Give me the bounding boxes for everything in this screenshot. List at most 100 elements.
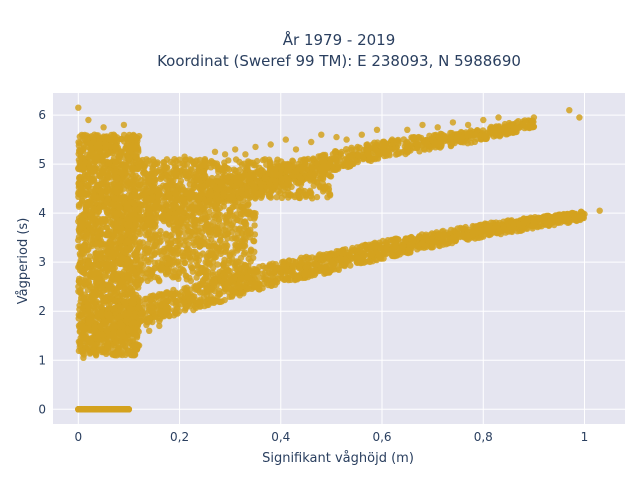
data-point bbox=[88, 340, 95, 347]
data-point bbox=[137, 259, 145, 267]
data-point bbox=[77, 244, 84, 252]
data-point bbox=[252, 162, 259, 169]
data-point bbox=[76, 159, 83, 166]
data-point bbox=[105, 159, 113, 167]
data-point bbox=[89, 229, 96, 236]
data-point bbox=[184, 290, 192, 297]
data-point bbox=[208, 296, 215, 303]
data-point bbox=[221, 226, 228, 233]
data-point bbox=[240, 242, 248, 249]
data-point bbox=[94, 310, 102, 318]
data-point bbox=[151, 273, 158, 281]
data-point bbox=[130, 319, 137, 326]
data-point bbox=[428, 230, 436, 237]
data-point bbox=[91, 131, 98, 138]
data-point bbox=[88, 317, 95, 324]
data-point bbox=[155, 186, 162, 194]
data-point bbox=[115, 270, 122, 277]
data-point bbox=[309, 195, 316, 202]
data-point bbox=[185, 246, 193, 253]
data-point bbox=[83, 232, 90, 239]
data-point bbox=[185, 227, 192, 234]
data-point bbox=[97, 241, 104, 248]
data-point bbox=[139, 267, 146, 274]
data-point bbox=[161, 291, 168, 298]
data-point bbox=[244, 161, 252, 169]
data-point bbox=[99, 157, 107, 164]
data-point bbox=[111, 148, 119, 155]
data-point bbox=[96, 230, 104, 237]
data-point bbox=[415, 234, 423, 241]
data-point bbox=[110, 260, 117, 267]
data-point bbox=[160, 248, 168, 255]
data-point bbox=[110, 222, 117, 229]
data-point bbox=[181, 259, 188, 267]
data-point bbox=[105, 173, 113, 180]
data-point bbox=[131, 192, 138, 199]
data-point bbox=[108, 274, 115, 281]
data-point bbox=[80, 295, 88, 302]
data-point bbox=[224, 266, 231, 274]
data-point bbox=[196, 243, 203, 250]
data-point bbox=[158, 264, 166, 271]
data-point bbox=[85, 260, 92, 267]
data-point bbox=[173, 172, 180, 179]
data-point bbox=[144, 178, 152, 186]
data-point bbox=[93, 198, 100, 205]
data-point bbox=[75, 193, 82, 200]
data-point bbox=[90, 268, 97, 275]
data-point bbox=[215, 168, 222, 175]
data-point bbox=[124, 259, 131, 266]
data-point bbox=[226, 206, 233, 214]
data-point bbox=[146, 245, 153, 253]
data-point bbox=[232, 260, 240, 267]
data-point bbox=[100, 299, 108, 307]
data-point bbox=[151, 180, 158, 187]
data-point bbox=[347, 252, 354, 259]
data-point bbox=[128, 176, 135, 183]
data-point bbox=[221, 159, 228, 166]
data-point bbox=[122, 342, 129, 349]
data-point bbox=[185, 169, 192, 176]
data-point bbox=[209, 269, 216, 276]
data-point bbox=[285, 194, 292, 201]
data-point bbox=[125, 192, 132, 199]
data-point bbox=[130, 131, 137, 139]
data-point bbox=[382, 239, 390, 246]
data-point bbox=[79, 332, 86, 339]
data-point bbox=[97, 180, 105, 188]
data-point bbox=[422, 233, 429, 240]
data-point bbox=[273, 194, 280, 201]
data-point bbox=[171, 273, 178, 281]
data-point bbox=[250, 237, 257, 244]
data-point bbox=[91, 325, 98, 332]
data-point bbox=[96, 204, 104, 211]
data-point bbox=[112, 338, 119, 345]
data-point bbox=[302, 191, 310, 199]
data-point bbox=[213, 231, 220, 238]
data-point bbox=[75, 347, 83, 355]
data-point bbox=[320, 252, 327, 260]
data-point bbox=[75, 233, 83, 241]
data-point bbox=[133, 332, 140, 339]
data-point bbox=[109, 248, 116, 256]
data-point bbox=[296, 194, 303, 201]
data-point bbox=[124, 288, 131, 296]
data-point bbox=[101, 165, 108, 172]
data-point bbox=[112, 229, 120, 236]
data-point bbox=[135, 284, 142, 291]
data-point bbox=[136, 298, 144, 305]
data-point bbox=[208, 279, 216, 286]
data-point bbox=[438, 228, 445, 236]
data-point bbox=[204, 221, 212, 228]
data-point bbox=[114, 174, 121, 182]
data-point bbox=[97, 285, 104, 292]
data-point bbox=[261, 156, 269, 163]
data-point bbox=[296, 274, 303, 281]
data-points bbox=[75, 104, 603, 413]
data-point bbox=[137, 253, 145, 260]
data-point bbox=[84, 217, 92, 225]
data-point bbox=[183, 284, 190, 291]
data-point bbox=[93, 279, 100, 286]
